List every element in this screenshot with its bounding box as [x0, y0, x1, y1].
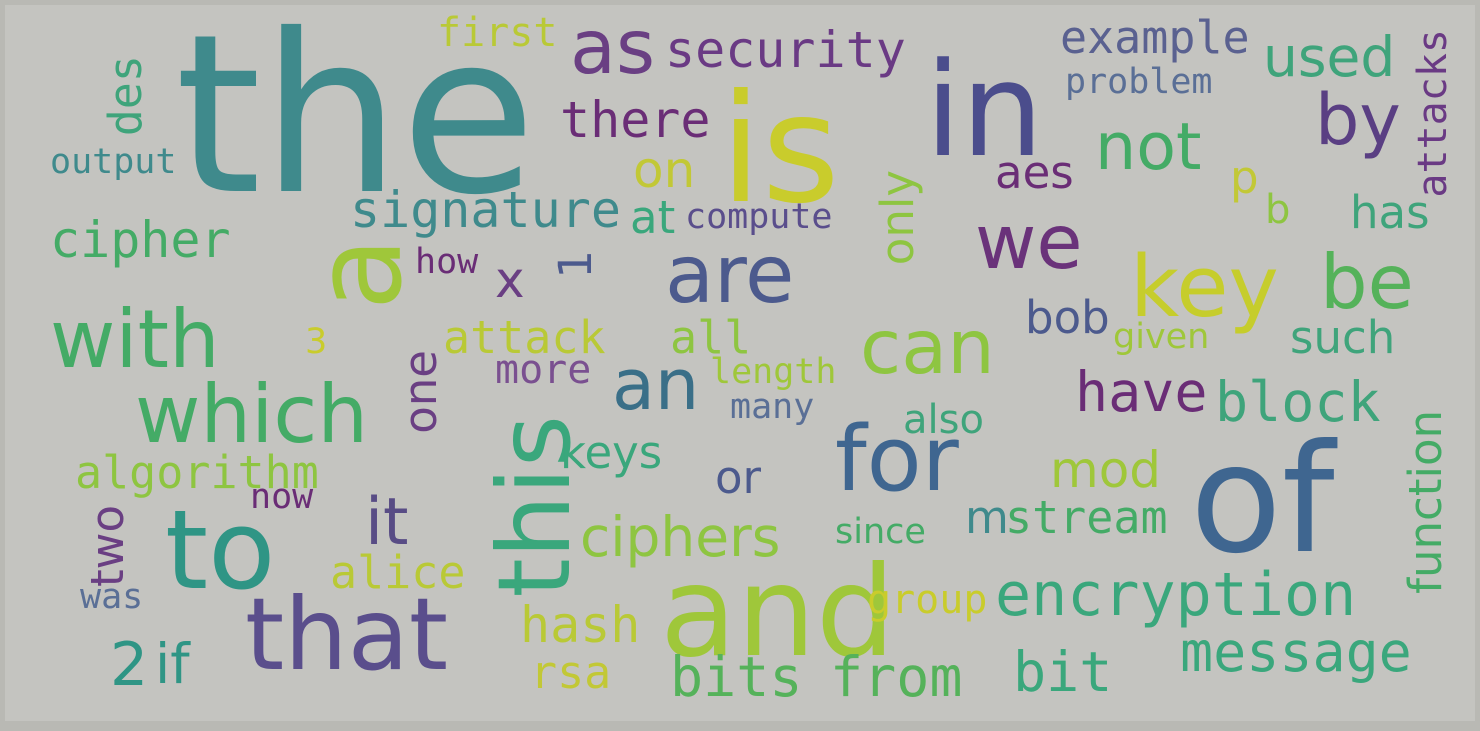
word-53: many	[730, 387, 815, 427]
word-11: are	[665, 228, 795, 321]
word-28: output	[50, 142, 177, 182]
word-12: for	[835, 407, 959, 512]
word-15: be	[1320, 238, 1414, 326]
word-60: mod	[1050, 441, 1162, 499]
word-39: only	[871, 170, 924, 266]
word-19: an	[612, 344, 700, 426]
word-43: 1	[549, 250, 602, 279]
word-54: have	[1075, 360, 1208, 424]
word-4: and	[660, 540, 896, 685]
word-74: hash	[520, 596, 641, 654]
word-68: alice	[330, 546, 466, 599]
word-38: compute	[685, 197, 833, 237]
word-30: on	[633, 141, 696, 199]
word-55: block	[1215, 370, 1381, 434]
word-0: the	[175, 5, 537, 243]
word-33: p	[1230, 151, 1259, 204]
word-64: ciphers	[580, 505, 781, 569]
word-31: not	[1095, 110, 1202, 185]
word-48: attack	[443, 311, 606, 364]
word-65: since	[835, 512, 926, 552]
word-41: how	[415, 242, 479, 282]
word-29: there	[560, 91, 711, 149]
word-44: bob	[1025, 291, 1110, 344]
word-26: first	[437, 10, 558, 56]
word-23: used	[1263, 25, 1396, 89]
word-73: if	[155, 632, 190, 696]
word-6: to	[165, 486, 276, 614]
word-9: with	[50, 293, 220, 386]
word-5: a	[290, 237, 429, 311]
word-63: two	[81, 505, 134, 587]
word-67: stream	[1005, 491, 1168, 544]
word-13: key	[1130, 238, 1279, 337]
word-46: such	[1290, 311, 1396, 364]
word-66: m	[965, 491, 1009, 544]
word-47: 3	[305, 322, 328, 362]
word-42: x	[495, 251, 525, 309]
word-27: des	[99, 55, 152, 137]
word-62: now	[250, 477, 314, 517]
word-17: by	[1315, 79, 1401, 161]
word-24: attacks	[1410, 29, 1456, 198]
word-36: signature	[350, 181, 621, 239]
word-51: more	[495, 347, 592, 393]
word-75: message	[1180, 620, 1412, 684]
word-56: also	[903, 397, 984, 443]
word-50: one	[394, 350, 447, 434]
word-40: cipher	[50, 211, 231, 269]
word-72: 2	[110, 630, 149, 700]
word-2: in	[925, 34, 1044, 186]
word-79: bit	[1013, 640, 1113, 704]
word-37: at	[630, 191, 676, 244]
word-7: that	[245, 576, 449, 693]
word-21: security	[665, 21, 906, 79]
word-16: can	[860, 303, 995, 391]
word-3: of	[1190, 413, 1335, 587]
word-10: which	[135, 368, 369, 461]
word-18: as	[570, 5, 656, 91]
word-57: algorithm	[75, 446, 319, 499]
word-32: aes	[995, 146, 1074, 199]
word-34: b	[1265, 187, 1291, 233]
word-70: group	[867, 577, 988, 623]
word-35: has	[1350, 186, 1430, 239]
word-45: given	[1113, 317, 1210, 357]
word-52: length	[710, 352, 837, 392]
word-25: problem	[1065, 62, 1213, 102]
word-1: is	[720, 63, 840, 237]
word-14: we	[975, 198, 1083, 286]
word-77: bits	[670, 645, 803, 709]
word-61: function	[1399, 410, 1452, 594]
word-58: keys	[560, 426, 663, 479]
word-22: example	[1060, 11, 1250, 64]
word-49: all	[670, 311, 752, 364]
word-cloud: the is in of and a to that this with which are for ke…	[5, 5, 1475, 721]
word-71: encryption	[995, 560, 1357, 630]
word-78: from	[830, 645, 963, 709]
word-59: or	[715, 451, 762, 504]
word-76: rsa	[530, 646, 612, 699]
word-20: it	[365, 485, 409, 560]
word-69: was	[80, 577, 144, 617]
